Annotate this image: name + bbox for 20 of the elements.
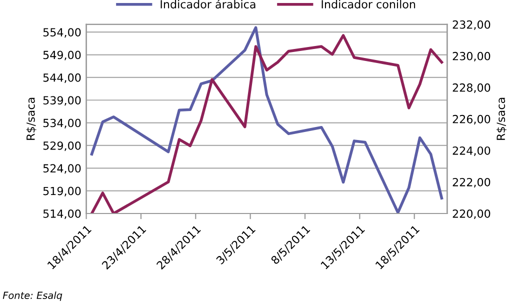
y-tick-label: 544,00 — [43, 73, 81, 83]
y-tick-label: 534,00 — [43, 118, 81, 128]
y-axis-title: R$/saca — [26, 98, 36, 140]
y2-tick-label: 222,00 — [452, 178, 490, 188]
y2-tick-label: 230,00 — [452, 52, 490, 62]
y2-tick-label: 232,00 — [452, 20, 490, 30]
y-tick-label: 529,00 — [43, 141, 81, 151]
source-note: Fonte: Esalq — [2, 292, 62, 301]
legend-label: Indicador conilon — [322, 0, 416, 8]
y-tick-label: 554,00 — [43, 28, 81, 38]
y-tick-label: 524,00 — [43, 164, 81, 174]
y2-tick-label: 228,00 — [452, 83, 490, 93]
y-tick-label: 539,00 — [43, 96, 81, 106]
y2-axis-title: R$/saca — [496, 98, 507, 140]
y2-tick-label: 224,00 — [452, 146, 490, 156]
y-tick-label: 549,00 — [43, 50, 81, 60]
y-tick-label: 514,00 — [43, 209, 81, 220]
y2-tick-label: 220,00 — [452, 209, 490, 220]
y2-tick-label: 226,00 — [452, 114, 490, 124]
y-tick-label: 519,00 — [43, 186, 81, 196]
